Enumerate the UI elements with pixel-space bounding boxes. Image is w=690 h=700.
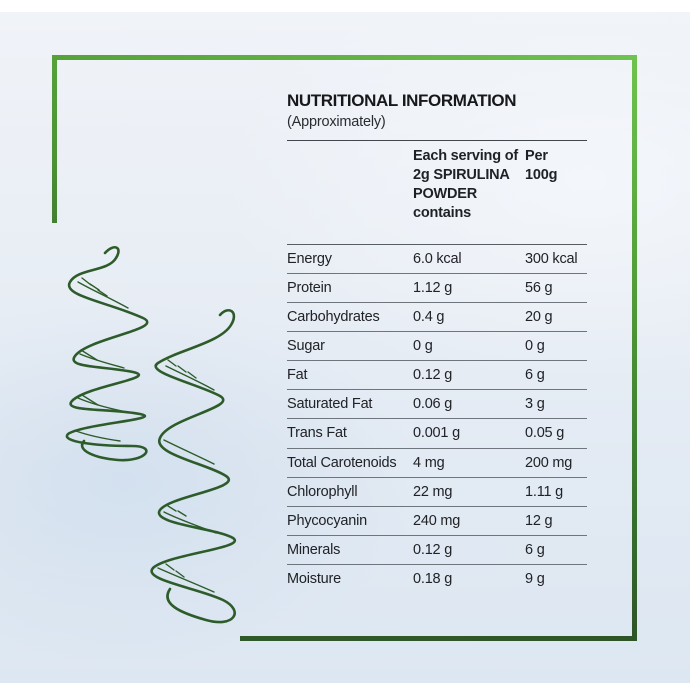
table-cell-nutrient-name: Carbohydrates [287,308,380,325]
table-cell-nutrient-name: Phycocyanin [287,512,368,529]
table-row: Fat 0.12 g 6 g [287,360,587,389]
table-cell-serving-value: 0.4 g [413,308,445,325]
table-cell-per-100g-value: 12 g [525,512,553,529]
table-row: Moisture 0.18 g 9 g [287,564,587,593]
table-cell-per-100g-value: 9 g [525,571,545,588]
table-row: Saturated Fat 0.06 g 3 g [287,389,587,418]
header-divider [287,139,587,141]
spirulina-illustration [65,246,237,624]
table-cell-serving-value: 0.12 g [413,542,453,559]
label-background [0,12,690,683]
table-cell-serving-value: 0.12 g [413,367,453,384]
table-cell-per-100g-value: 6 g [525,542,545,559]
table-cell-serving-value: 1.12 g [413,279,453,296]
column-header-serving: Each serving of 2g SPIRULINA POWDER cont… [413,147,518,221]
table-cell-serving-value: 0 g [413,338,433,355]
frame-border-bottom [240,636,637,641]
table-cell-per-100g-value: 20 g [525,308,553,325]
table-cell-per-100g-value: 0.05 g [525,425,565,442]
table-row: Total Carotenoids 4 mg 200 mg [287,447,587,477]
table-cell-per-100g-value: 3 g [525,396,545,413]
header-spacer [287,147,413,244]
table-cell-nutrient-name: Trans Fat [287,425,347,442]
table-cell-serving-value: 22 mg [413,483,453,500]
table-cell-serving-value: 240 mg [413,512,461,529]
column-header-per100g: Per 100g [525,147,558,183]
nutrition-table-header: Each serving of 2g SPIRULINA POWDER cont… [287,141,587,244]
table-cell-nutrient-name: Sugar [287,338,325,355]
frame-border-right [632,55,637,641]
table-cell-per-100g-value: 300 kcal [525,250,578,267]
table-cell-nutrient-name: Minerals [287,542,341,559]
table-row: Carbohydrates 0.4 g 20 g [287,301,587,331]
table-cell-per-100g-value: 6 g [525,367,545,384]
table-row: Energy 6.0 kcal 300 kcal [287,243,587,273]
table-cell-serving-value: 0.06 g [413,396,453,413]
table-cell-serving-value: 0.18 g [413,571,453,588]
nutrition-panel: NUTRITIONAL INFORMATION (Approximately) … [287,91,587,593]
table-cell-nutrient-name: Chlorophyll [287,483,358,500]
table-cell-nutrient-name: Protein [287,279,332,296]
table-row: Trans Fat 0.001 g 0.05 g [287,418,587,447]
table-cell-nutrient-name: Total Carotenoids [287,454,397,471]
table-cell-per-100g-value: 0 g [525,338,545,355]
table-cell-serving-value: 0.001 g [413,425,460,442]
table-cell-serving-value: 4 mg [413,454,445,471]
table-row: Minerals 0.12 g 6 g [287,534,587,564]
nutrition-table-body: Energy 6.0 kcal 300 kcal Protein 1.12 g 56 g C… [287,243,587,594]
table-cell-per-100g-value: 1.11 g [525,483,564,500]
page-title: NUTRITIONAL INFORMATION [287,91,517,110]
subtitle: (Approximately) [287,113,386,130]
frame-border-left [52,55,57,223]
table-cell-nutrient-name: Fat [287,367,308,384]
table-row: Sugar 0 g 0 g [287,330,587,360]
table-row: Chlorophyll 22 mg 1.11 g [287,476,587,506]
table-cell-nutrient-name: Moisture [287,571,341,588]
table-cell-nutrient-name: Saturated Fat [287,396,373,413]
table-row: Protein 1.12 g 56 g [287,272,587,302]
table-cell-nutrient-name: Energy [287,250,332,267]
frame-border-top [52,55,637,60]
table-cell-serving-value: 6.0 kcal [413,250,462,267]
table-cell-per-100g-value: 200 mg [525,454,573,471]
table-cell-per-100g-value: 56 g [525,279,553,296]
table-row: Phycocyanin 240 mg 12 g [287,505,587,535]
